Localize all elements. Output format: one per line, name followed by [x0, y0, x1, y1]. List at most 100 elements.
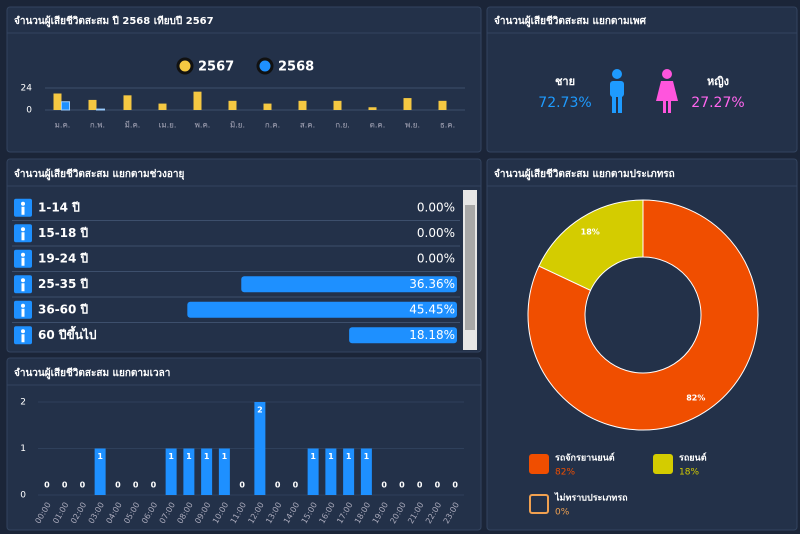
y-tick-label: 2	[20, 398, 26, 408]
legend-marker	[256, 57, 274, 75]
data-label: 0	[44, 481, 50, 490]
data-label: 1	[310, 452, 316, 461]
x-tick-label: พ.ย.	[405, 121, 420, 130]
bar	[307, 448, 319, 495]
data-label: 0	[275, 481, 281, 490]
x-tick-label: มิ.ย.	[230, 121, 245, 130]
data-label: 1	[204, 452, 210, 461]
x-tick-label: ก.พ.	[90, 121, 105, 130]
bar	[61, 101, 70, 111]
bar	[438, 100, 447, 110]
age-value: 0.00%	[417, 226, 455, 240]
slice-label: 82%	[686, 394, 705, 403]
data-label: 0	[381, 481, 387, 490]
legend-label: รถยนต์	[679, 452, 707, 464]
data-label: 0	[239, 481, 245, 490]
bar	[183, 448, 195, 495]
data-label: 0	[62, 481, 68, 490]
x-tick-label: มี.ค.	[125, 121, 141, 130]
age-icon-head	[21, 201, 25, 206]
data-label: 0	[133, 481, 139, 490]
age-value: 0.00%	[417, 200, 455, 214]
panel-title: จำนวนผู้เสียชีวิตสะสม แยกตามเวลา	[14, 367, 170, 380]
legend-label: 2567	[198, 60, 234, 75]
legend-marker	[176, 57, 194, 75]
bar	[360, 448, 372, 495]
bar	[228, 100, 237, 110]
x-tick-label: ก.ย.	[335, 121, 350, 130]
bar	[325, 448, 337, 495]
bar	[201, 448, 213, 495]
panel-title: จำนวนผู้เสียชีวิตสะสม ปี 2568 เทียบปี 25…	[14, 15, 214, 28]
data-label: 1	[168, 452, 174, 461]
x-tick-label: ธ.ค.	[440, 121, 455, 130]
age-icon-body	[21, 206, 25, 215]
age-icon-body	[21, 308, 25, 317]
age-label: 15-18 ปี	[38, 226, 89, 240]
panel	[486, 6, 798, 153]
x-tick-label: พ.ค.	[195, 121, 211, 130]
age-icon-body	[21, 257, 25, 266]
slice-label: 18%	[581, 227, 600, 236]
data-label: 0	[115, 481, 121, 490]
data-label: 1	[346, 452, 352, 461]
bar	[96, 108, 105, 111]
panel-title: จำนวนผู้เสียชีวิตสะสม แยกตามประเภทรถ	[494, 168, 675, 181]
age-label: 25-35 ปี	[38, 277, 89, 291]
data-label: 1	[222, 452, 228, 461]
legend-icon	[529, 454, 549, 474]
y-tick-label: 0	[26, 106, 32, 116]
x-tick-label: ม.ค.	[55, 121, 71, 130]
age-icon-head	[21, 227, 25, 232]
bar	[403, 98, 412, 110]
data-label: 0	[151, 481, 157, 490]
data-label: 0	[293, 481, 299, 490]
bar	[165, 448, 177, 495]
legend-icon	[653, 454, 673, 474]
age-icon-head	[21, 329, 25, 334]
data-label: 0	[417, 481, 423, 490]
bar	[368, 107, 377, 110]
data-label: 0	[452, 481, 458, 490]
age-value: 36.36%	[409, 277, 455, 291]
bar	[94, 448, 106, 495]
age-bar	[349, 327, 457, 344]
male-label: ชาย	[555, 75, 575, 88]
data-label: 1	[328, 452, 334, 461]
age-icon-body	[21, 334, 25, 343]
x-tick-label: เม.ย.	[159, 121, 177, 130]
male-value: 72.73%	[538, 95, 591, 111]
bar	[193, 91, 202, 110]
legend-icon	[529, 494, 549, 514]
x-tick-label: ก.ค.	[265, 121, 280, 130]
data-label: 0	[399, 481, 405, 490]
y-tick-label: 24	[21, 84, 33, 94]
age-bar	[241, 276, 457, 293]
panel-title: จำนวนผู้เสียชีวิตสะสม แยกตามเพศ	[494, 15, 647, 28]
age-label: 60 ปีขึ้นไป	[38, 325, 97, 342]
legend-label: รถจักรยานยนต์	[555, 452, 615, 464]
scroll-thumb[interactable]	[465, 205, 475, 330]
legend-label: ไม่ทราบประเภทรถ	[554, 492, 628, 504]
age-value: 0.00%	[417, 251, 455, 265]
data-label: 0	[435, 481, 441, 490]
panel	[6, 6, 482, 153]
y-tick-label: 1	[20, 444, 26, 454]
y-tick-label: 0	[20, 491, 26, 501]
donut-slice	[538, 199, 644, 291]
legend-value: 18%	[679, 468, 699, 478]
donut-slice	[527, 199, 759, 431]
age-icon-body	[21, 283, 25, 292]
age-bar	[187, 301, 457, 318]
bar	[218, 448, 230, 495]
bar	[333, 100, 342, 110]
bar	[123, 95, 132, 110]
female-icon	[656, 69, 678, 113]
legend-value: 82%	[555, 468, 575, 478]
age-icon-head	[21, 303, 25, 308]
age-label: 1-14 ปี	[38, 200, 80, 214]
age-icon-head	[21, 252, 25, 257]
bar	[254, 402, 266, 495]
female-label: หญิง	[707, 75, 729, 88]
